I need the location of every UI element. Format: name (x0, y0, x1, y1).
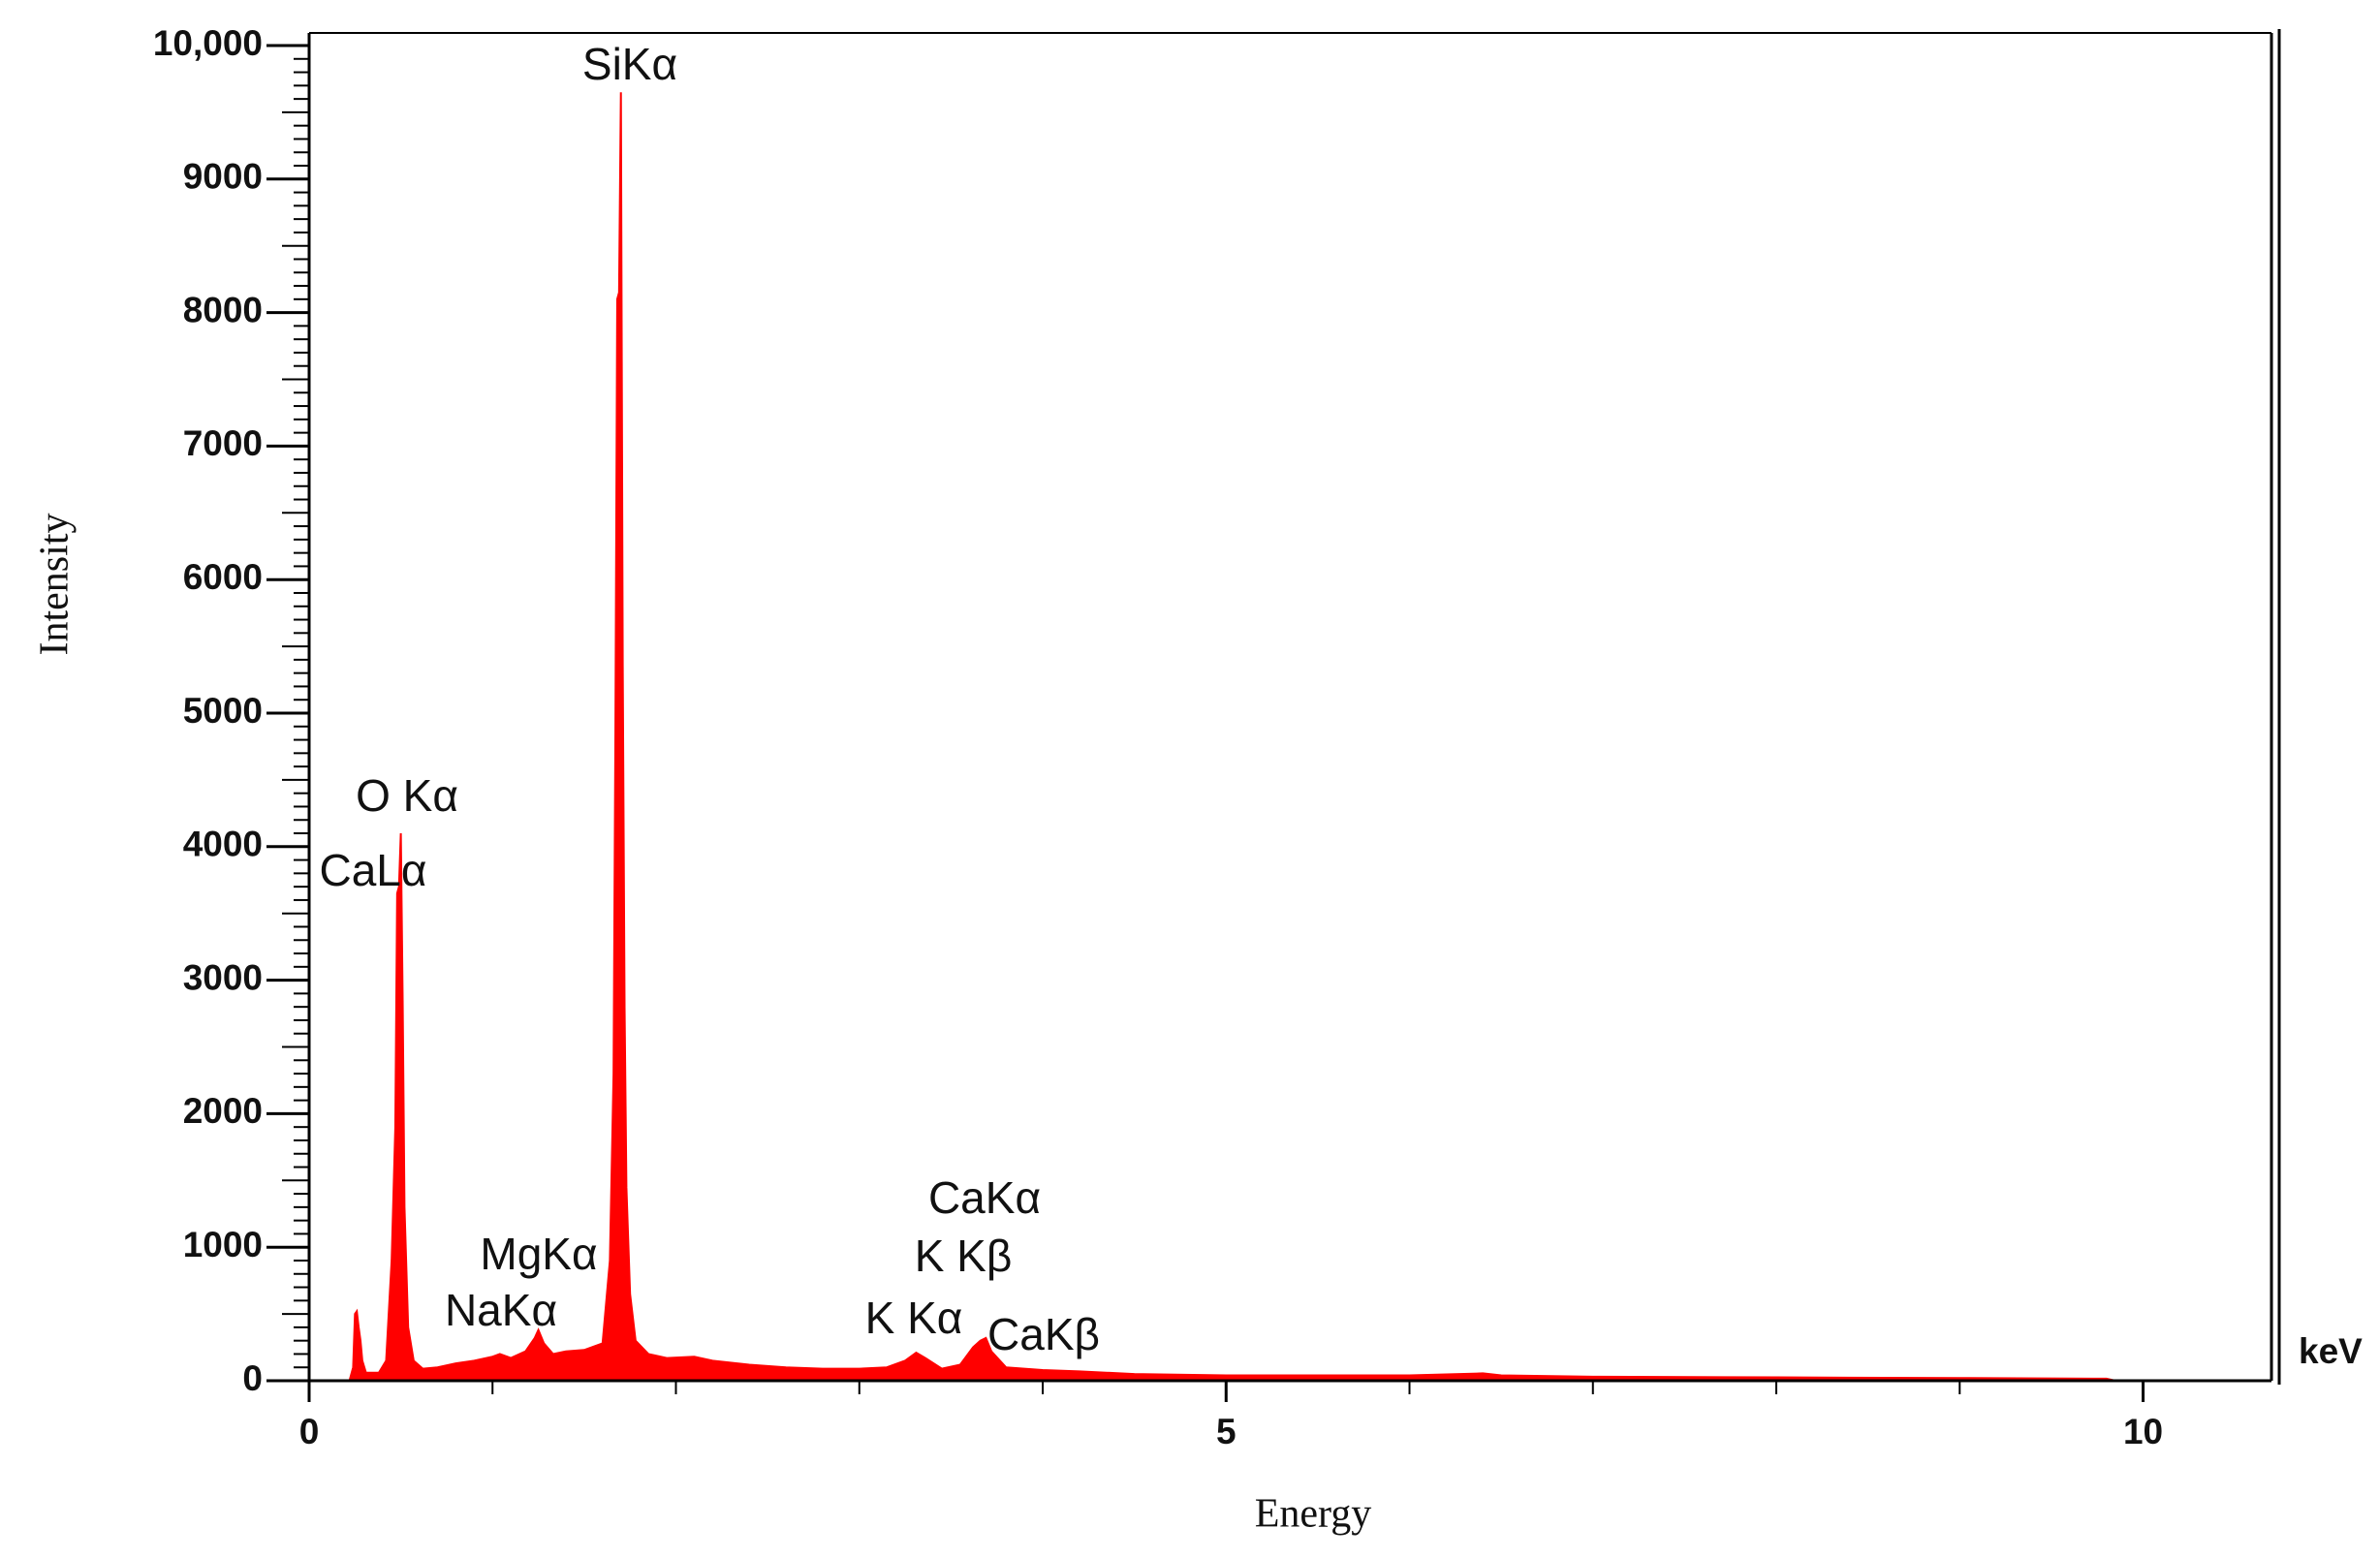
peak-label: CaKβ (987, 1309, 1100, 1359)
peak-label: MgKα (480, 1229, 597, 1279)
y-tick-label: 5000 (183, 691, 263, 731)
x-unit: keV (2299, 1331, 2363, 1371)
y-tick-label: 7000 (183, 423, 263, 463)
y-tick-label: 1000 (183, 1225, 263, 1264)
peak-label: NaKα (445, 1285, 557, 1335)
y-tick-label: 3000 (183, 957, 263, 997)
peak-label: K Kα (865, 1293, 963, 1343)
y-tick-label: 2000 (183, 1091, 263, 1131)
y-tick-label: 8000 (183, 290, 263, 329)
y-tick-label: 6000 (183, 557, 263, 597)
peak-label: SiKα (582, 39, 677, 89)
peak-label: CaLα (320, 845, 427, 895)
peak-label: O Kα (356, 770, 458, 821)
x-tick-label: 0 (299, 1412, 320, 1451)
peak-label: CaKα (928, 1172, 1041, 1223)
x-tick-label: 10 (2123, 1412, 2163, 1451)
x-axis-title: Energy (1255, 1492, 1372, 1537)
y-tick-label: 0 (242, 1358, 263, 1398)
y-tick-label: 9000 (183, 157, 263, 197)
x-tick-label: 5 (1216, 1412, 1237, 1451)
peak-label: K Kβ (915, 1231, 1013, 1281)
spectrum (309, 92, 2116, 1382)
y-tick-label: 4000 (183, 825, 263, 864)
y-tick-label: 10,000 (153, 23, 263, 63)
y-axis-title: Intensity (33, 514, 78, 656)
